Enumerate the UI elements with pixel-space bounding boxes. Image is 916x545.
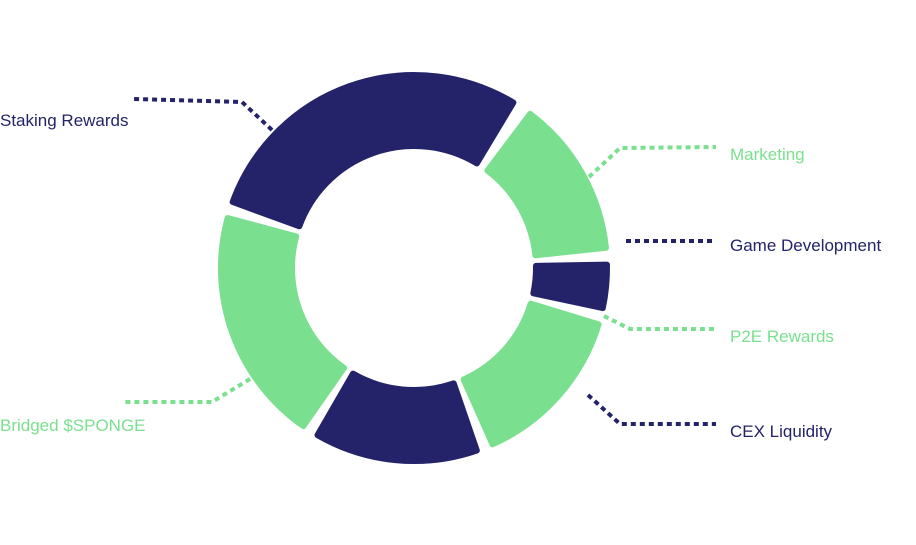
label-marketing: Marketing — [730, 145, 805, 164]
leader-line-staking-rewards — [133, 97, 274, 132]
label-staking-rewards: Staking Rewards — [0, 111, 129, 130]
leader-line-marketing — [587, 145, 717, 179]
slice-game-development — [530, 261, 610, 312]
slice-p2e-rewards — [460, 300, 602, 448]
slice-bridged-sponge — [218, 215, 348, 430]
label-cex-liquidity: CEX Liquidity — [730, 422, 833, 441]
label-p2e-rewards: P2E Rewards — [730, 327, 834, 346]
label-bridged-sponge: Bridged $SPONGE — [0, 416, 146, 435]
label-game-development: Game Development — [730, 236, 881, 255]
leader-line-bridged-sponge — [124, 377, 252, 404]
slice-staking-rewards — [229, 72, 517, 230]
slice-cex-liquidity — [314, 370, 480, 464]
slice-marketing — [484, 110, 609, 259]
leader-line-cex-liquidity — [586, 393, 716, 426]
leader-line-p2e-rewards — [603, 314, 716, 331]
